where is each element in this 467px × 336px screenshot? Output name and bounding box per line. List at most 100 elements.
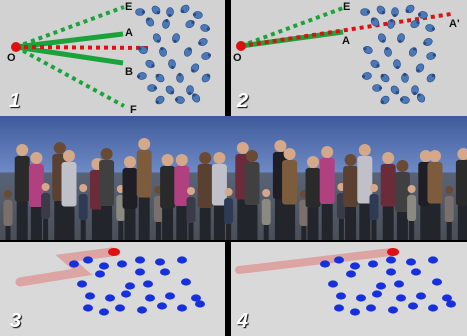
scene-person xyxy=(186,187,196,240)
agent-dot xyxy=(368,260,378,268)
person-icon xyxy=(393,59,401,70)
scene-person xyxy=(28,152,44,240)
person-icon xyxy=(191,93,201,103)
scene-person xyxy=(319,146,335,240)
agent-dot xyxy=(336,292,346,300)
agent-dot xyxy=(135,268,145,276)
agent-dot xyxy=(416,292,426,300)
panel-2-vision-cones: O A A' E 2 xyxy=(231,0,467,116)
person-icon xyxy=(155,95,165,105)
person-icon xyxy=(410,19,420,29)
scene-person xyxy=(369,184,379,240)
ray-oe xyxy=(15,5,125,49)
person-icon xyxy=(426,52,436,60)
person-icon xyxy=(363,46,373,54)
horizontal-divider xyxy=(0,240,467,242)
person-icon xyxy=(361,72,372,80)
label-e: E xyxy=(343,1,350,13)
person-icon xyxy=(416,93,426,103)
person-icon xyxy=(384,47,392,57)
agent-dot xyxy=(95,270,105,278)
agent-dot xyxy=(350,308,360,316)
person-icon xyxy=(376,5,386,15)
agent-dot xyxy=(125,282,135,290)
person-icon xyxy=(370,59,380,69)
person-icon xyxy=(401,72,409,83)
scene-person xyxy=(160,154,176,240)
agent-dot xyxy=(155,258,165,266)
label-e: E xyxy=(125,1,132,13)
person-icon xyxy=(201,73,211,83)
ray-oa-prime xyxy=(240,12,452,48)
scene-person xyxy=(41,183,51,240)
agent-dot xyxy=(99,262,109,270)
person-icon xyxy=(147,84,158,92)
agent-dot xyxy=(121,290,131,298)
panel-3-trajectory: 3 xyxy=(0,242,225,336)
person-icon xyxy=(136,72,147,80)
agent-dot xyxy=(376,282,386,290)
agent-dot xyxy=(177,304,187,312)
agent-marker xyxy=(108,248,120,256)
label-a: A xyxy=(342,35,350,47)
agent-dot xyxy=(350,262,360,270)
vertical-divider-bottom xyxy=(225,240,231,336)
person-icon xyxy=(145,59,155,69)
scene-person xyxy=(407,185,417,240)
person-icon xyxy=(399,96,410,104)
scene-person xyxy=(99,148,115,240)
person-icon xyxy=(415,63,425,73)
person-icon xyxy=(377,33,387,43)
person-icon xyxy=(183,47,193,57)
origin-dot xyxy=(11,42,21,52)
person-icon xyxy=(190,63,200,73)
origin-dot xyxy=(236,41,246,51)
person-icon xyxy=(192,11,203,19)
blue-dots-3 xyxy=(69,256,205,316)
person-icon xyxy=(426,73,436,83)
scene-person xyxy=(282,148,298,240)
panel-number-2: 2 xyxy=(237,90,249,112)
agent-dot xyxy=(115,304,125,312)
scene-person xyxy=(455,148,467,240)
person-icon xyxy=(159,47,167,57)
ray-oa xyxy=(15,31,124,50)
scene-person xyxy=(305,156,321,240)
ray-oe xyxy=(240,6,344,48)
agent-dot xyxy=(386,268,396,276)
ray-ob xyxy=(15,44,124,66)
agent-dot xyxy=(137,306,147,314)
person-icon xyxy=(417,11,428,19)
agent-dot xyxy=(160,268,170,276)
trajectory-trail xyxy=(235,248,395,274)
vertical-divider-top xyxy=(225,0,231,116)
agent-dot xyxy=(394,280,404,288)
crowd-icons-1 xyxy=(135,4,211,105)
panel-number-1: 1 xyxy=(9,90,21,112)
crowd-scene-render xyxy=(0,116,467,240)
agent-dot xyxy=(177,256,187,264)
agent-dot xyxy=(105,294,115,302)
agent-dot xyxy=(165,292,175,300)
label-b: B xyxy=(125,66,133,78)
person-icon xyxy=(176,72,184,83)
agent-dot xyxy=(143,280,153,288)
agent-dot xyxy=(135,256,145,264)
person-icon xyxy=(162,18,170,29)
person-icon xyxy=(174,96,185,104)
scene-person xyxy=(357,144,373,240)
panel-number-4: 4 xyxy=(237,310,249,332)
scene-person xyxy=(61,150,77,240)
agent-dot xyxy=(388,306,398,314)
agent-dot xyxy=(432,278,442,286)
person-icon xyxy=(397,33,405,43)
blue-dots-4 xyxy=(320,256,456,316)
agent-dot xyxy=(396,294,406,302)
agent-dot xyxy=(157,302,167,310)
person-icon xyxy=(152,33,162,43)
scene-person xyxy=(122,156,138,240)
person-icon xyxy=(405,4,415,14)
agent-dot xyxy=(191,294,201,302)
panel-1-vision-cones: O A B E F 1 xyxy=(0,0,225,116)
agent-dot xyxy=(83,304,93,312)
